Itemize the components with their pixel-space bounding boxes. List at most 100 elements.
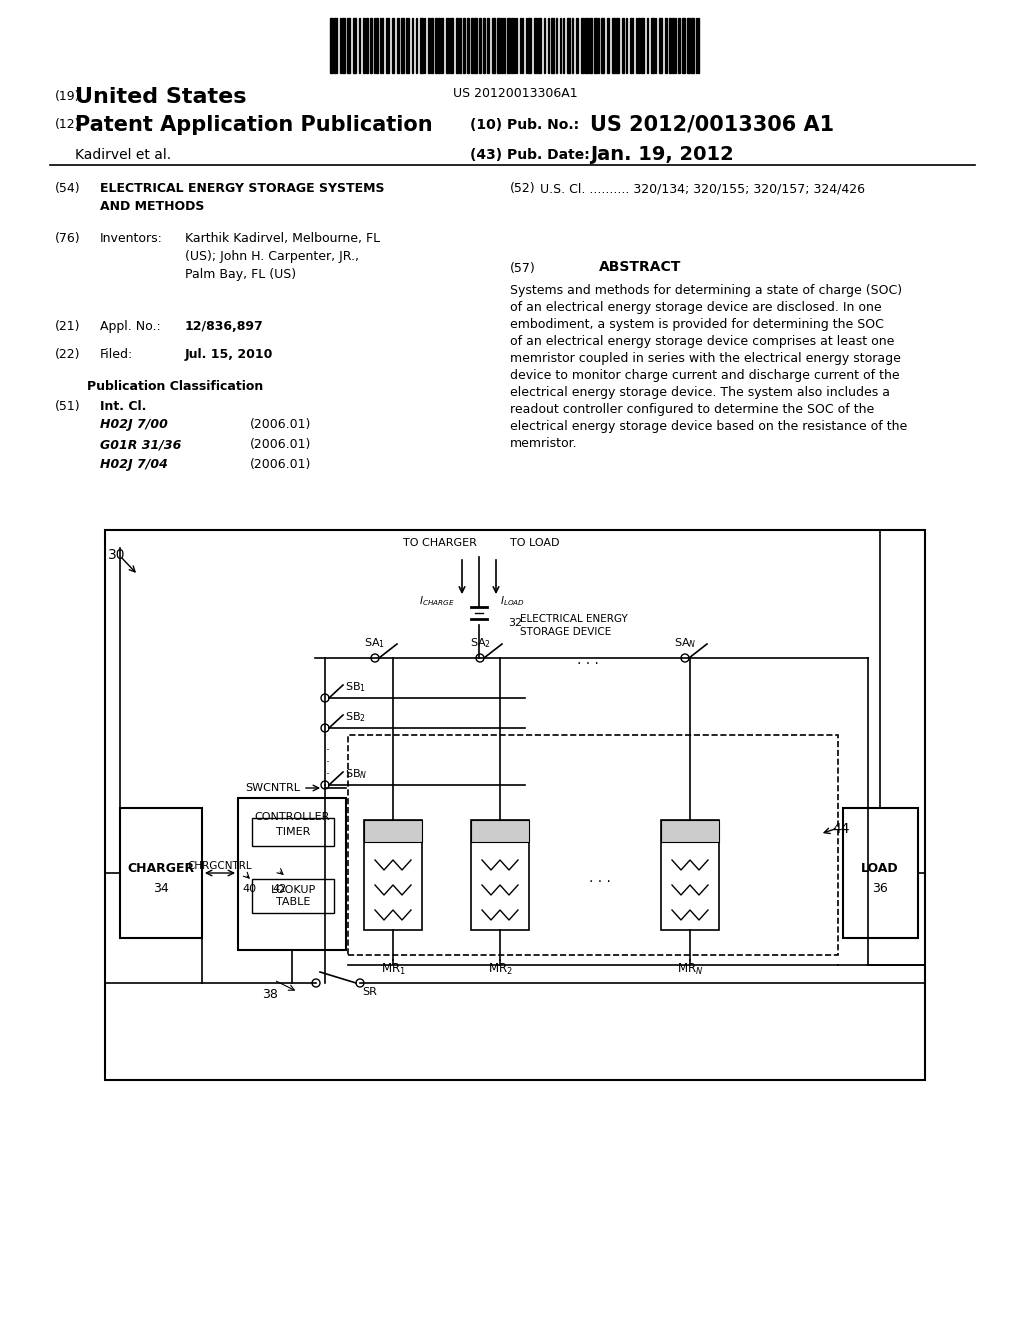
Text: (2006.01): (2006.01) (250, 438, 311, 451)
Bar (438, 18, 440, 73)
Text: SB$_2$: SB$_2$ (345, 710, 366, 723)
Text: ABSTRACT: ABSTRACT (599, 260, 681, 275)
Text: CHARGER: CHARGER (127, 862, 195, 874)
Text: (43) Pub. Date:: (43) Pub. Date: (470, 148, 590, 162)
Text: H02J 7/04: H02J 7/04 (100, 458, 168, 471)
Text: SR: SR (362, 987, 377, 997)
Text: Jan. 19, 2012: Jan. 19, 2012 (590, 145, 734, 164)
Text: Int. Cl.: Int. Cl. (100, 400, 146, 413)
Text: SB$_1$: SB$_1$ (345, 680, 366, 694)
Text: $I_{CHARGE}$: $I_{CHARGE}$ (419, 594, 455, 607)
Text: 36: 36 (872, 882, 888, 895)
Bar (376, 18, 378, 73)
Bar (471, 820, 529, 842)
Text: CHRGCNTRL: CHRGCNTRL (187, 861, 252, 871)
Text: Kadirvel et al.: Kadirvel et al. (75, 148, 171, 162)
Bar (581, 18, 584, 73)
Bar (607, 18, 609, 73)
Bar (428, 18, 430, 73)
Circle shape (321, 781, 329, 789)
Bar (362, 18, 365, 73)
Text: (10) Pub. No.:: (10) Pub. No.: (470, 117, 580, 132)
Text: Patent Application Publication: Patent Application Publication (75, 115, 432, 135)
Bar (471, 820, 529, 931)
Bar (662, 820, 719, 931)
Text: Systems and methods for determining a state of charge (SOC)
of an electrical ene: Systems and methods for determining a st… (510, 284, 907, 450)
Text: (21): (21) (55, 319, 81, 333)
Bar (450, 18, 453, 73)
Text: (12): (12) (55, 117, 81, 131)
Text: (19): (19) (55, 90, 81, 103)
Text: LOAD: LOAD (861, 862, 899, 874)
Text: Appl. No.:: Appl. No.: (100, 319, 161, 333)
Bar (441, 18, 443, 73)
Bar (630, 18, 633, 73)
Text: $I_{LOAD}$: $I_{LOAD}$ (500, 594, 525, 607)
Bar (511, 18, 513, 73)
Bar (364, 820, 422, 931)
Bar (641, 18, 644, 73)
Bar (342, 18, 345, 73)
Bar (534, 18, 537, 73)
Text: SA$_1$: SA$_1$ (365, 636, 385, 649)
Text: (54): (54) (55, 182, 81, 195)
Bar (474, 18, 477, 73)
Bar (120, 808, 202, 939)
Text: SB$_N$: SB$_N$ (345, 767, 368, 781)
Text: 38: 38 (262, 987, 278, 1001)
Bar (594, 18, 597, 73)
Bar (672, 18, 674, 73)
Bar (492, 18, 495, 73)
Bar (538, 18, 541, 73)
Bar (497, 18, 500, 73)
Bar (638, 18, 640, 73)
Bar (479, 18, 481, 73)
Bar (392, 18, 394, 73)
Text: (2006.01): (2006.01) (250, 418, 311, 432)
Bar (665, 18, 667, 73)
Bar (662, 820, 719, 842)
Bar (420, 18, 423, 73)
Bar (651, 18, 654, 73)
Text: 30: 30 (108, 548, 126, 562)
Bar (401, 18, 404, 73)
Bar (467, 18, 469, 73)
Text: (57): (57) (510, 261, 536, 275)
Text: 32: 32 (508, 618, 522, 628)
Text: SA$_N$: SA$_N$ (674, 636, 696, 649)
Bar (463, 18, 465, 73)
Text: G01R 31/36: G01R 31/36 (100, 438, 181, 451)
Bar (364, 820, 422, 842)
Text: 44: 44 (831, 822, 850, 836)
Bar (348, 735, 838, 954)
Circle shape (321, 694, 329, 702)
Bar (528, 18, 531, 73)
Text: U.S. Cl. .......... 320/134; 320/155; 320/157; 324/426: U.S. Cl. .......... 320/134; 320/155; 32… (540, 182, 865, 195)
Text: TO CHARGER: TO CHARGER (403, 539, 477, 548)
Circle shape (312, 979, 319, 987)
Text: Filed:: Filed: (100, 348, 133, 360)
Bar (252, 879, 334, 913)
Bar (575, 18, 578, 73)
Bar (334, 18, 337, 73)
Text: 12/836,897: 12/836,897 (185, 319, 264, 333)
Text: US 20120013306A1: US 20120013306A1 (453, 87, 578, 100)
Bar (678, 18, 680, 73)
Bar (238, 799, 346, 950)
Circle shape (371, 653, 379, 663)
Circle shape (321, 723, 329, 733)
Text: H02J 7/00: H02J 7/00 (100, 418, 168, 432)
Bar (370, 18, 372, 73)
Text: MR$_1$: MR$_1$ (381, 962, 406, 977)
Text: 34: 34 (154, 882, 169, 895)
Text: ELECTRICAL ENERGY
STORAGE DEVICE: ELECTRICAL ENERGY STORAGE DEVICE (520, 614, 628, 638)
Text: CONTROLLER: CONTROLLER (254, 812, 330, 822)
Bar (601, 18, 604, 73)
Bar (501, 18, 503, 73)
Text: Publication Classification: Publication Classification (87, 380, 263, 393)
Text: MR$_2$: MR$_2$ (487, 962, 512, 977)
Bar (483, 18, 485, 73)
Bar (347, 18, 350, 73)
Text: SA$_2$: SA$_2$ (470, 636, 490, 649)
Bar (507, 18, 510, 73)
